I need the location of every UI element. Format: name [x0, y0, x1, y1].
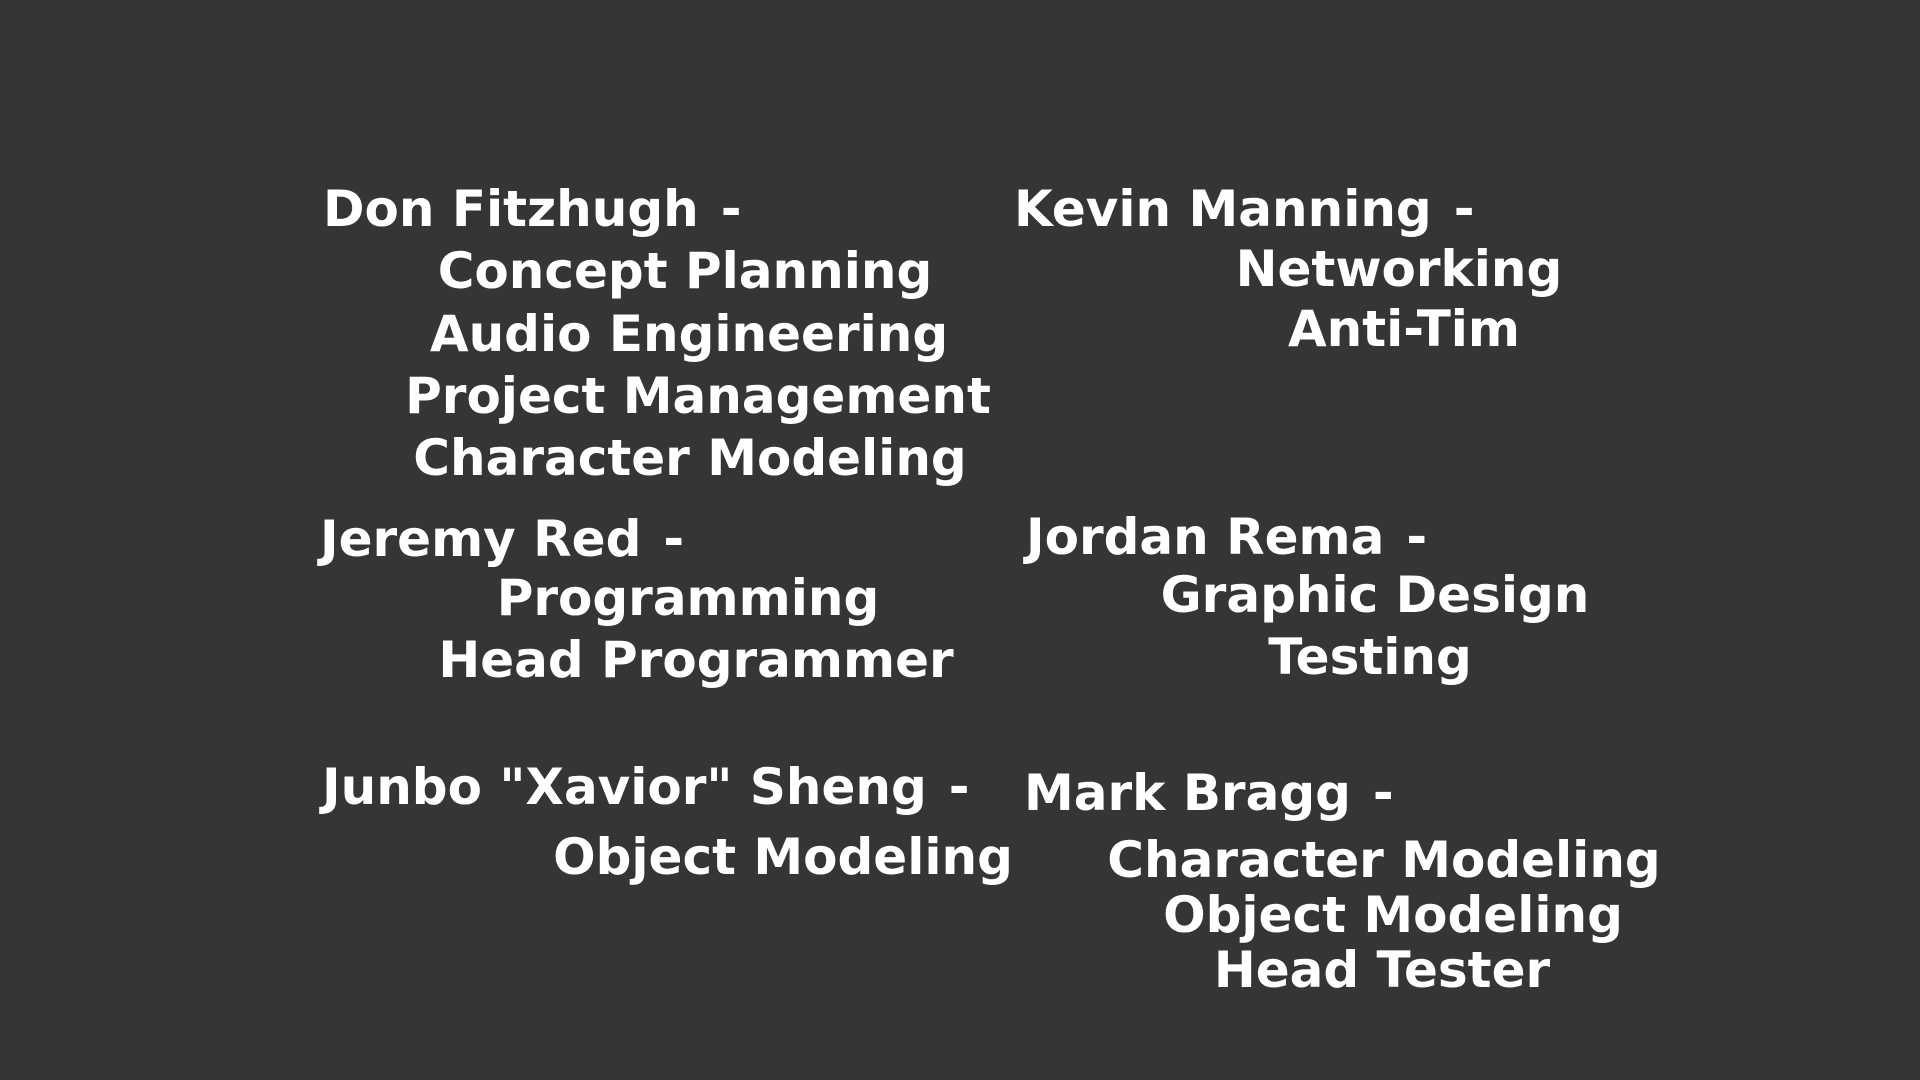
credit-name: Kevin Manning — [1014, 180, 1432, 238]
credit-name-line: Don Fitzhugh - — [323, 184, 742, 234]
credit-separator: - — [663, 510, 685, 568]
credit-separator: - — [1406, 508, 1428, 566]
credit-name: Mark Bragg — [1024, 764, 1351, 822]
credit-role: Object Modeling — [553, 828, 1013, 886]
credit-name-line: Jordan Rema - — [1026, 512, 1427, 562]
credit-name: Junbo "Xavior" Sheng — [322, 758, 927, 816]
credit-separator: - — [1372, 764, 1394, 822]
credit-role: Head Programmer — [438, 631, 954, 689]
credit-role: Testing — [1268, 628, 1472, 686]
credit-name-line: Jeremy Red - — [320, 514, 684, 564]
credit-role: Graphic Design — [1160, 566, 1590, 624]
credit-name-line: Mark Bragg - — [1024, 768, 1394, 818]
credit-name: Don Fitzhugh — [323, 180, 699, 238]
credit-name-line: Kevin Manning - — [1014, 184, 1475, 234]
credit-name-line: Junbo "Xavior" Sheng - — [322, 762, 970, 812]
credit-separator: - — [948, 758, 970, 816]
credit-role: Project Management — [405, 367, 991, 425]
credit-role: Anti-Tim — [1287, 300, 1521, 358]
credit-role: Networking — [1235, 240, 1563, 298]
credit-role: Audio Engineering — [429, 305, 949, 363]
credit-role: Object Modeling — [1163, 886, 1623, 944]
credit-name: Jordan Rema — [1026, 508, 1385, 566]
credit-role: Programming — [496, 569, 880, 627]
credit-separator: - — [720, 180, 742, 238]
credit-role: Character Modeling — [413, 429, 967, 487]
credit-role: Concept Planning — [437, 242, 933, 300]
credit-name: Jeremy Red — [320, 510, 642, 568]
credit-role: Character Modeling — [1107, 831, 1661, 889]
credit-role: Head Tester — [1213, 941, 1551, 999]
credit-separator: - — [1453, 180, 1475, 238]
